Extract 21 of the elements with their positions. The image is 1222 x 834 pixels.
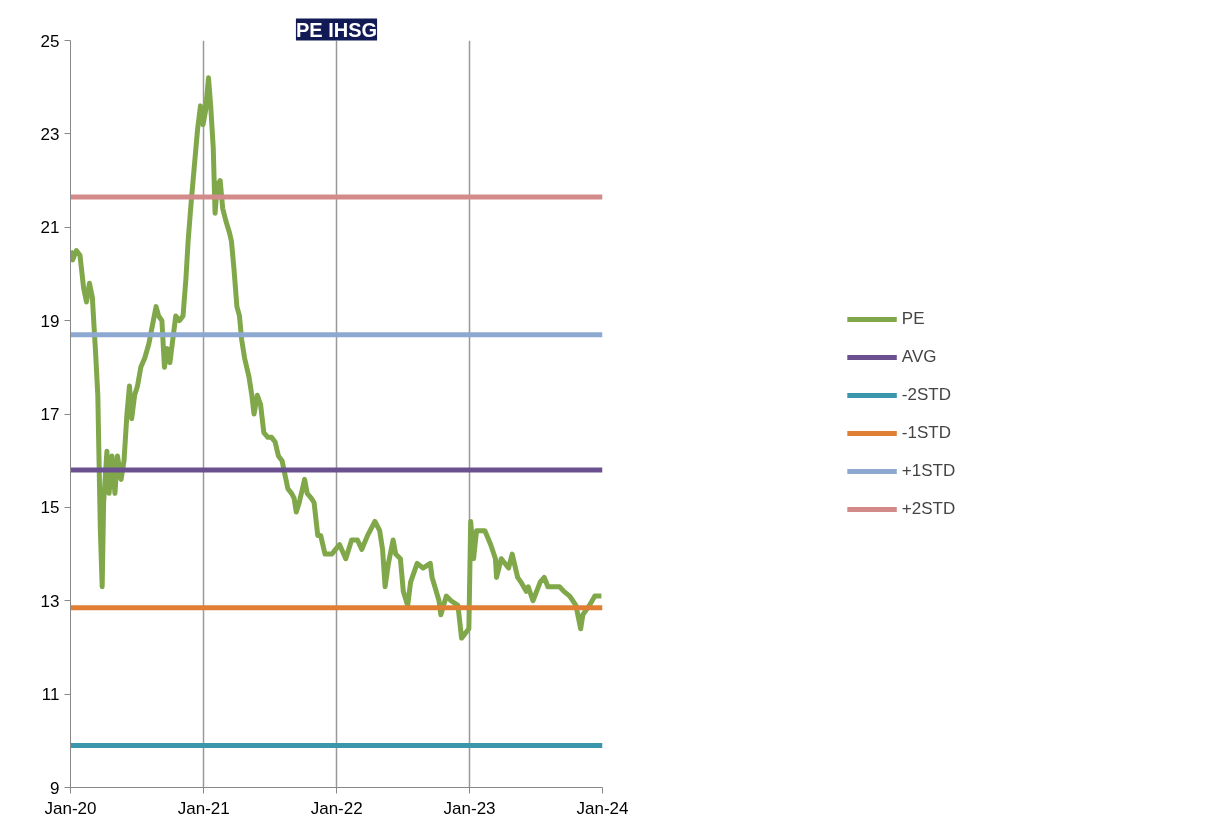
x-tick-label: Jan-22 bbox=[310, 798, 363, 818]
legend-label: +2STD bbox=[901, 498, 956, 519]
legend-label: +1STD bbox=[901, 460, 956, 481]
y-tick-label: 19 bbox=[40, 311, 60, 331]
x-tick-label: Jan-21 bbox=[177, 798, 230, 818]
chart-title: PE IHSG bbox=[295, 18, 378, 41]
y-tick-label: 11 bbox=[41, 685, 60, 705]
y-tick-label: 9 bbox=[50, 778, 60, 798]
legend-label: -1STD bbox=[901, 422, 951, 443]
y-tick-label: 15 bbox=[40, 498, 60, 518]
y-tick-label: 17 bbox=[40, 405, 60, 424]
x-tick-label: Jan-20 bbox=[44, 798, 97, 818]
legend-label: PE bbox=[901, 308, 925, 329]
y-tick-label: 25 bbox=[40, 31, 60, 51]
x-tick-label: Jan-23 bbox=[443, 798, 496, 818]
legend-label: AVG bbox=[901, 346, 937, 367]
y-tick-label: 21 bbox=[40, 218, 60, 238]
y-tick-label: 23 bbox=[40, 124, 60, 144]
y-tick-label: 13 bbox=[40, 591, 60, 611]
x-tick-label: Jan-24 bbox=[576, 798, 629, 818]
legend-label: -2STD bbox=[901, 384, 951, 405]
